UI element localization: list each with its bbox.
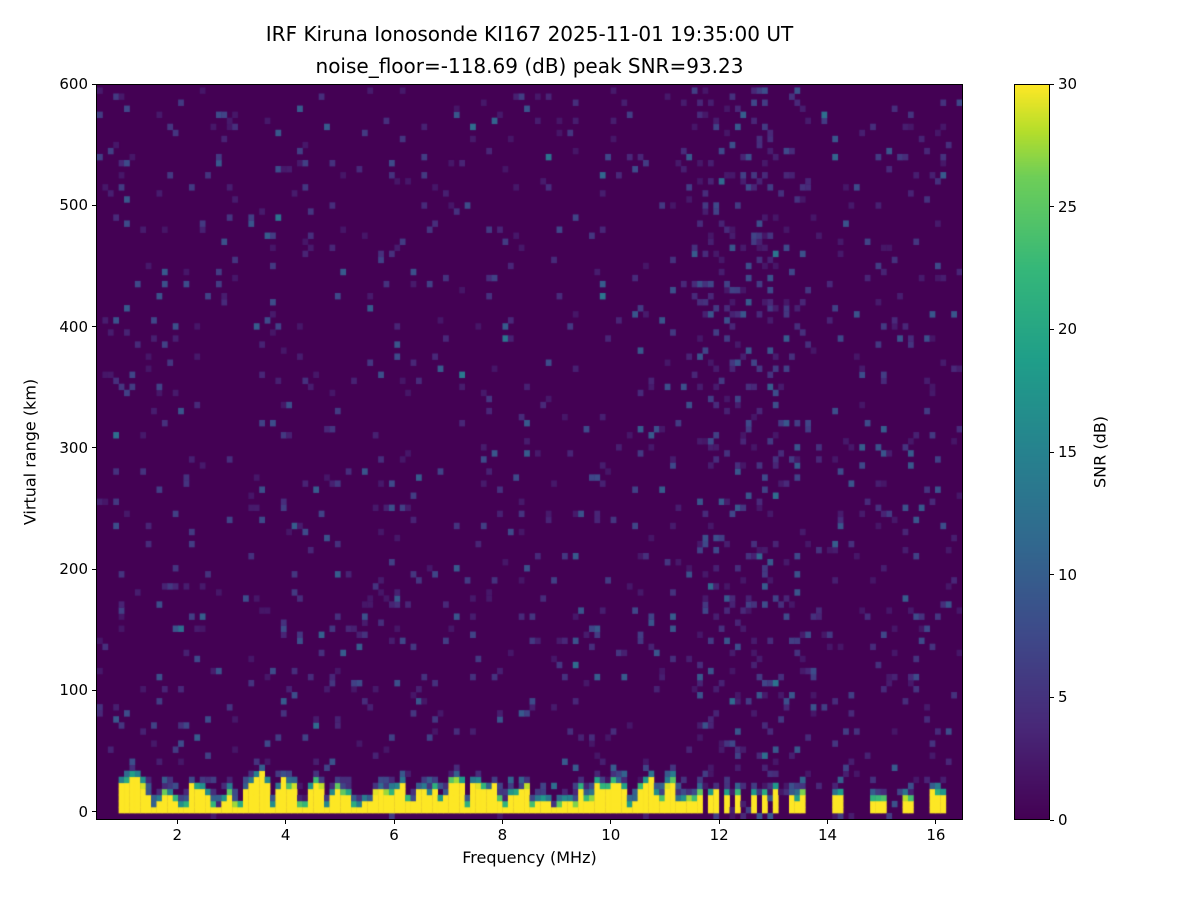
y-tick-label: 300 [59, 438, 88, 457]
y-tick-mark [92, 204, 96, 206]
x-tick-label: 6 [389, 826, 399, 844]
x-tick-mark [501, 820, 503, 824]
colorbar-gradient [1015, 85, 1049, 819]
title-block: IRF Kiruna Ionosonde KI167 2025-11-01 19… [96, 18, 963, 82]
y-tick-mark [92, 811, 96, 812]
x-tick-label: 2 [172, 826, 183, 844]
colorbar-tick-mark [1050, 696, 1054, 698]
colorbar-tick-mark [1050, 451, 1054, 453]
x-axis-label: Frequency (MHz) [462, 848, 597, 867]
x-tick-label: 4 [280, 826, 291, 844]
x-tick-label: 8 [497, 826, 508, 844]
x-tick-label: 16 [926, 826, 946, 844]
chart-subtitle: noise_floor=-118.69 (dB) peak SNR=93.23 [315, 54, 744, 78]
y-tick-label: 0 [78, 802, 88, 821]
plot-area [96, 84, 963, 820]
x-tick-mark [176, 820, 178, 824]
x-tick-mark [827, 820, 829, 824]
colorbar-tick-label: 25 [1058, 197, 1078, 216]
x-tick-mark [393, 820, 395, 824]
y-tick-mark [92, 326, 96, 327]
x-tick-label: 12 [709, 826, 729, 844]
colorbar-label: SNR (dB) [1090, 416, 1110, 488]
x-tick-mark [718, 820, 720, 824]
x-tick-label: 10 [601, 826, 621, 844]
colorbar-tick-mark [1050, 328, 1054, 330]
colorbar-tick-mark [1050, 83, 1054, 85]
ionogram-heatmap [97, 85, 962, 819]
colorbar-tick-mark [1050, 574, 1054, 576]
x-tick-label: 14 [817, 826, 838, 844]
colorbar-tick-mark [1050, 819, 1054, 821]
y-tick-mark [92, 689, 96, 691]
y-tick-label: 500 [59, 196, 88, 215]
y-tick-label: 600 [59, 75, 88, 93]
x-tick-mark [285, 820, 287, 824]
y-tick-mark [92, 568, 96, 570]
colorbar-tick-label: 20 [1058, 320, 1078, 339]
colorbar-tick-label: 30 [1058, 75, 1078, 93]
y-tick-mark [92, 83, 96, 85]
colorbar-tick-label: 5 [1058, 688, 1068, 707]
y-tick-label: 200 [59, 560, 88, 578]
chart-title: IRF Kiruna Ionosonde KI167 2025-11-01 19… [265, 22, 794, 46]
x-tick-mark [610, 820, 612, 824]
y-axis-label: Virtual range (km) [20, 378, 40, 526]
y-tick-mark [92, 447, 96, 449]
y-tick-label: 400 [59, 317, 88, 336]
colorbar-tick-mark [1050, 206, 1054, 208]
y-tick-label: 100 [59, 681, 88, 700]
colorbar-tick-label: 10 [1058, 565, 1078, 584]
colorbar-tick-label: 15 [1058, 443, 1078, 461]
colorbar [1014, 84, 1050, 820]
colorbar-tick-label: 0 [1058, 811, 1068, 829]
x-tick-mark [935, 820, 937, 824]
